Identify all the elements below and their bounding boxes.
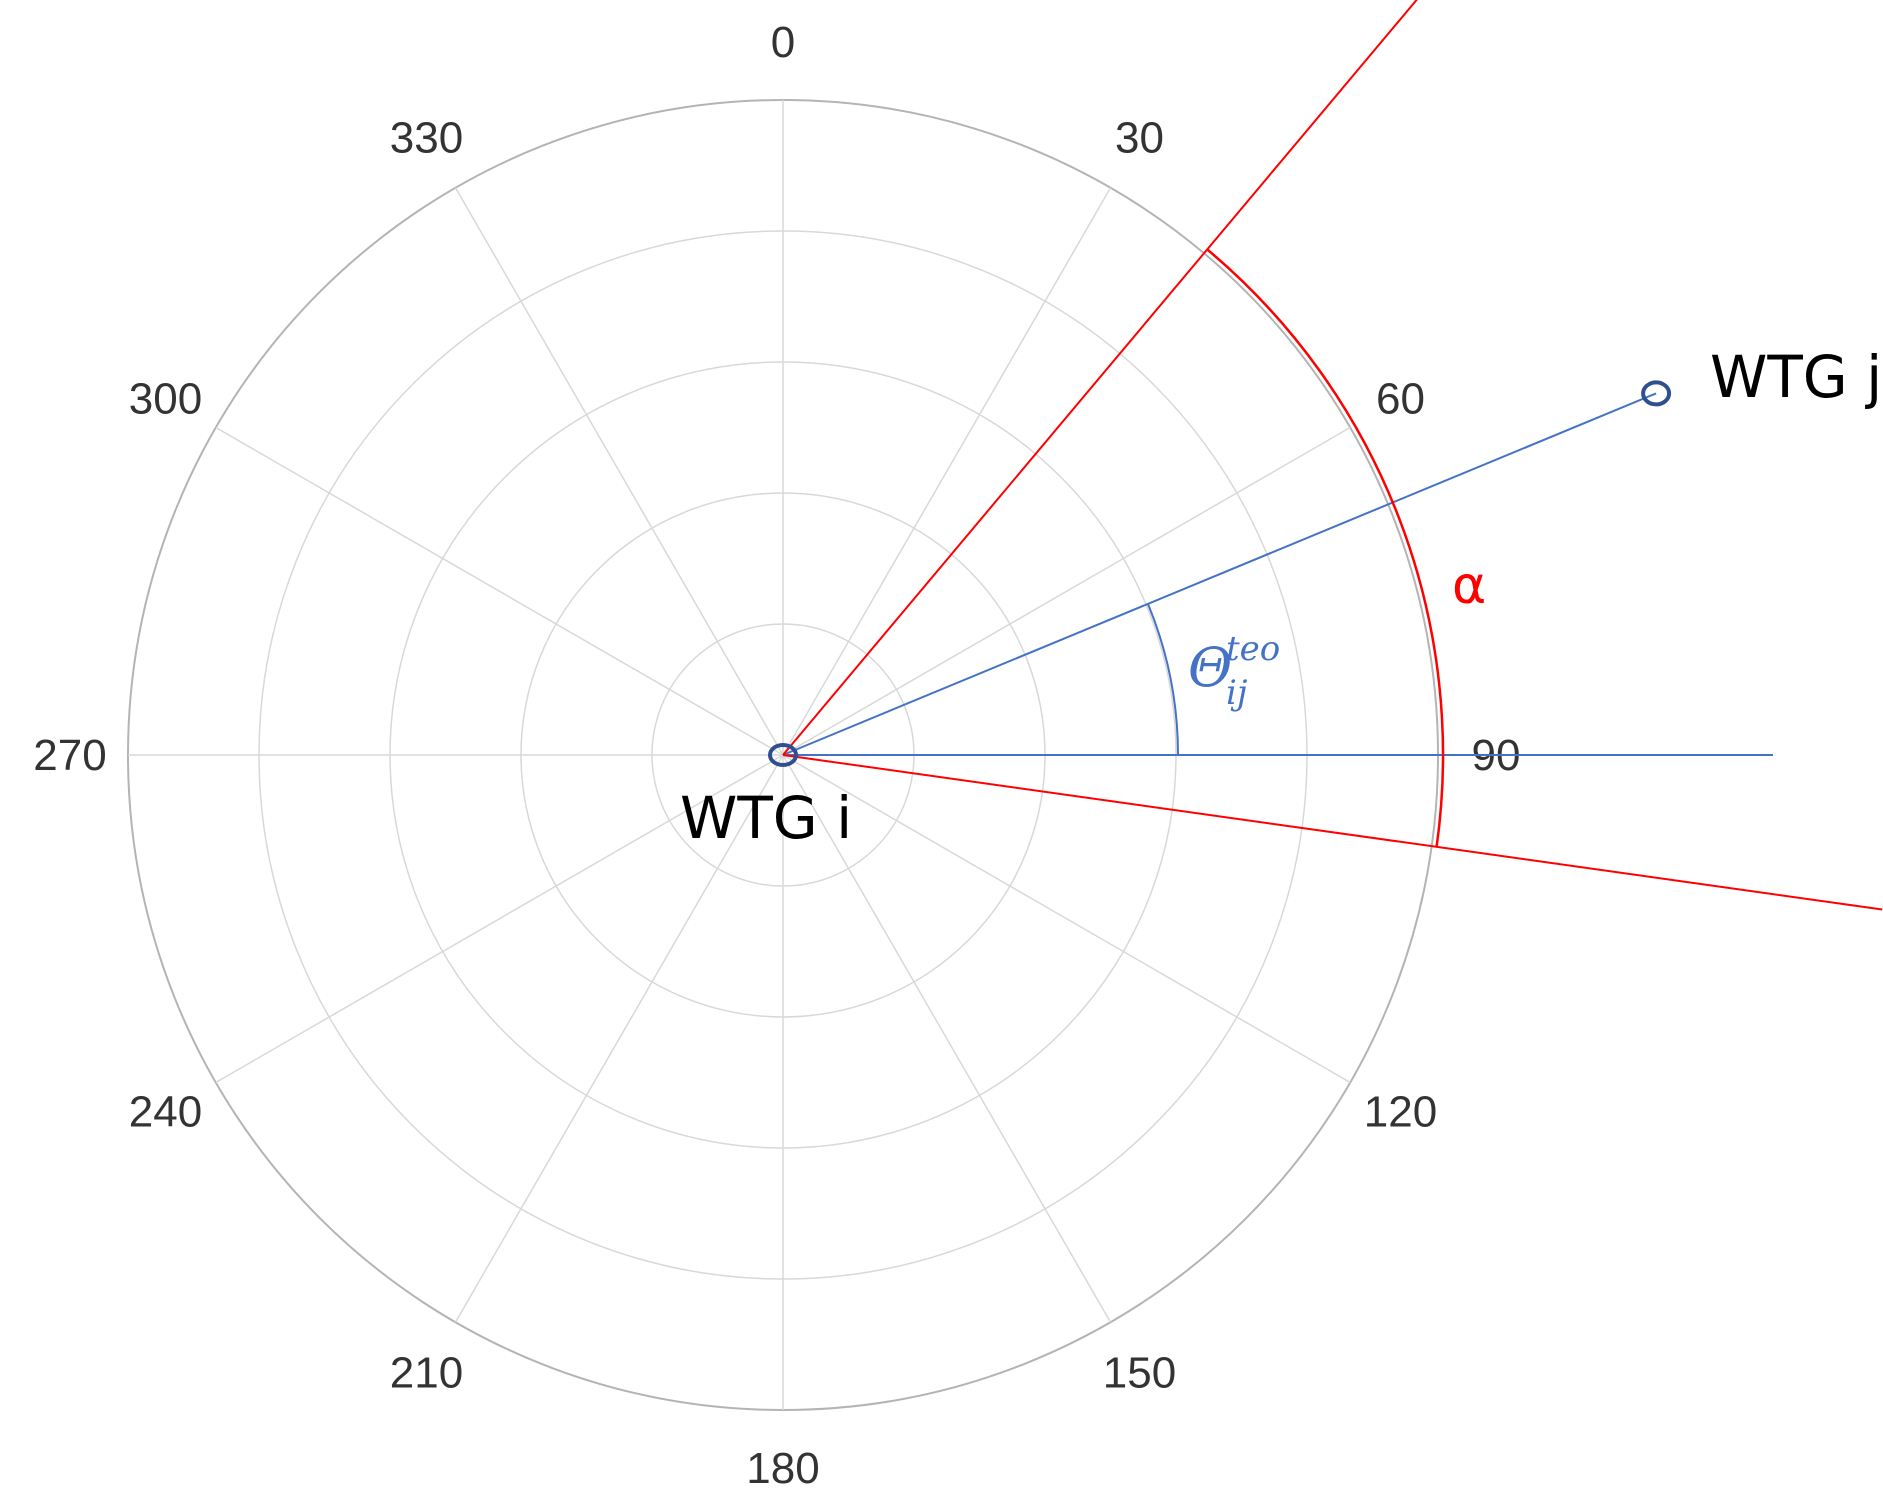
grid-spoke bbox=[782, 754, 1112, 1323]
grid-spoke bbox=[782, 187, 1112, 756]
bearing-line-wtg-j bbox=[782, 392, 1657, 756]
grid-spoke bbox=[454, 754, 784, 1323]
wtg-j-label: WTG j bbox=[1710, 343, 1882, 411]
alpha-sector-arc bbox=[1206, 248, 1445, 848]
grid-spoke bbox=[215, 426, 784, 756]
wtg-i-label: WTG i bbox=[680, 784, 852, 852]
alpha-label: α bbox=[1452, 556, 1486, 616]
angle-tick-label: 210 bbox=[390, 1349, 463, 1398]
sector-boundary-lower bbox=[782, 754, 1883, 911]
theta-label: Θ ij teo bbox=[1188, 629, 1280, 713]
angle-tick-label: 240 bbox=[129, 1088, 202, 1137]
grid-spoke bbox=[215, 754, 784, 1084]
wtg-j-marker bbox=[1641, 380, 1672, 407]
theta-superscript: teo bbox=[1226, 629, 1280, 669]
angle-tick-label: 30 bbox=[1115, 114, 1164, 163]
angle-tick-label: 330 bbox=[390, 114, 463, 163]
theta-angle-arc bbox=[1146, 603, 1179, 756]
angle-tick-label: 60 bbox=[1376, 375, 1425, 424]
theta-symbol: Θ bbox=[1188, 636, 1232, 699]
grid-spoke bbox=[454, 187, 784, 756]
angle-tick-label: 150 bbox=[1103, 1349, 1176, 1398]
theta-subscript: ij bbox=[1226, 673, 1248, 713]
wtg-i-marker bbox=[768, 743, 798, 767]
grid-spoke bbox=[782, 426, 1351, 756]
angle-tick-label: 180 bbox=[746, 1444, 819, 1491]
grid-spoke bbox=[782, 754, 1351, 1084]
sector-boundary-upper bbox=[782, 0, 1418, 756]
angle-tick-label: 0 bbox=[771, 18, 795, 67]
angle-tick-label: 300 bbox=[129, 375, 202, 424]
angle-tick-label: 120 bbox=[1364, 1088, 1437, 1137]
angle-tick-label: 270 bbox=[33, 731, 106, 780]
